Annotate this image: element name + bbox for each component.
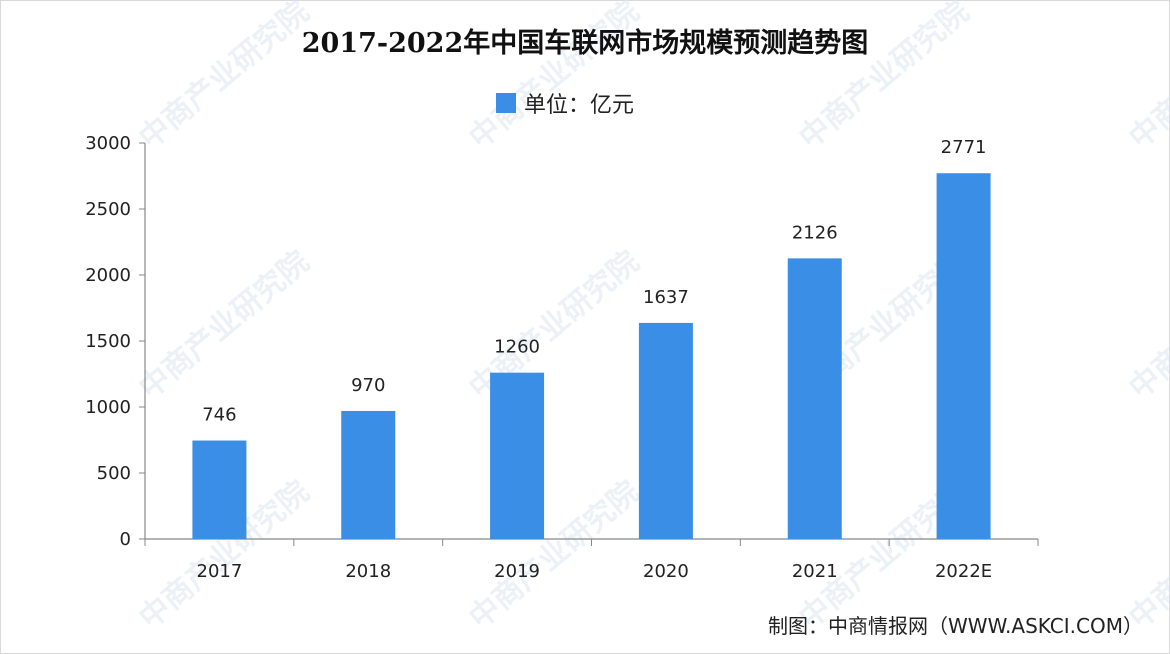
data-label-2019: 1260 — [494, 337, 540, 358]
y-tick-label: 1500 — [85, 331, 131, 352]
legend-label: 单位：亿元 — [524, 93, 634, 118]
data-label-2022E: 2771 — [941, 137, 987, 158]
bars: 746 2017 970 2018 1260 2019 1637 2020 2126 2021 27… — [192, 137, 992, 582]
legend-swatch — [496, 93, 516, 113]
x-tick-label-2021: 2021 — [792, 561, 838, 582]
watermark-11: 中商产业研究院 — [1123, 474, 1170, 636]
watermark-3: 中商产业研究院 — [1123, 0, 1170, 156]
x-tick-label-2017: 2017 — [197, 561, 243, 582]
y-tick-label: 500 — [97, 463, 131, 484]
y-tick-label: 1000 — [85, 397, 131, 418]
data-label-2020: 1637 — [643, 287, 689, 308]
bar-2019 — [490, 372, 545, 539]
bar-2020 — [638, 322, 693, 539]
y-tick-label: 2500 — [85, 199, 131, 220]
data-label-2018: 970 — [351, 375, 385, 396]
watermark-2: 中商产业研究院 — [793, 0, 976, 156]
y-tick-label: 3000 — [85, 133, 131, 154]
x-tick-label-2020: 2020 — [643, 561, 689, 582]
x-tick-label-2022E: 2022E — [935, 561, 992, 582]
axes: 0 500 1000 1500 2000 2500 3000 — [85, 133, 1039, 550]
data-label-2017: 746 — [202, 405, 236, 426]
data-label-2021: 2126 — [792, 222, 838, 243]
x-tick-label-2018: 2018 — [345, 561, 391, 582]
watermark-0: 中商产业研究院 — [133, 0, 316, 156]
bar-2022E — [936, 173, 991, 539]
watermark-7: 中商产业研究院 — [1123, 244, 1170, 406]
bar-2018 — [341, 410, 396, 539]
chart-title: 2017-2022年中国车联网市场规模预测趋势图 — [302, 27, 869, 59]
watermark-1: 中商产业研究院 — [463, 0, 646, 156]
y-tick-label: 0 — [120, 529, 131, 550]
watermark-4: 中商产业研究院 — [133, 244, 316, 406]
x-tick-label-2019: 2019 — [494, 561, 540, 582]
bar-2021 — [787, 258, 842, 539]
y-tick-label: 2000 — [85, 265, 131, 286]
bar-2017 — [192, 440, 247, 539]
source-note: 制图：中商情报网（WWW.ASKCI.COM） — [768, 614, 1143, 638]
